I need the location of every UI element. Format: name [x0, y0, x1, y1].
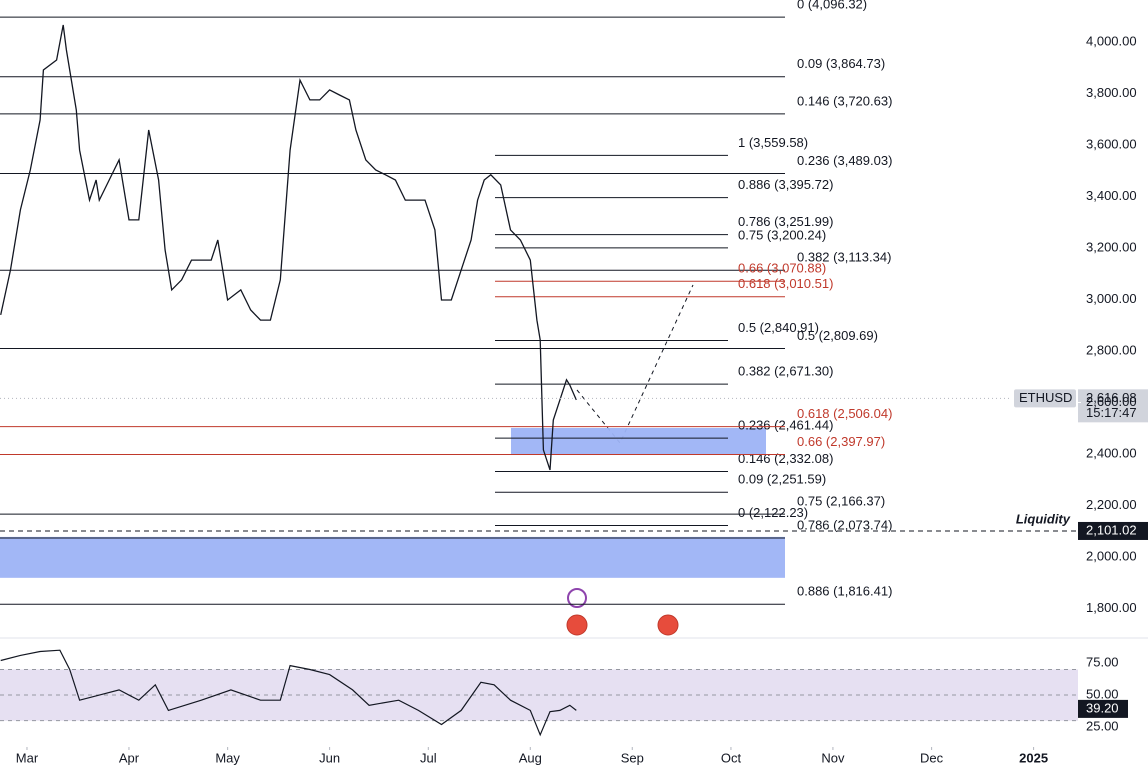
fib-label: 0.146 (2,332.08)	[738, 451, 833, 466]
fib-label: 0.66 (2,397.97)	[797, 434, 885, 449]
projection-path	[576, 284, 694, 444]
x-tick-label: Jun	[319, 750, 340, 765]
fib-label: 1 (3,559.58)	[738, 135, 808, 150]
last-price-tag	[1078, 389, 1148, 423]
fib-label: 0 (2,122.23)	[738, 505, 808, 520]
y-tick-label: 4,000.00	[1086, 33, 1137, 48]
x-tick-label: Sep	[621, 750, 644, 765]
y-tick-label: 3,800.00	[1086, 85, 1137, 100]
x-tick-label: Apr	[119, 750, 140, 765]
countdown-label: 15:17:47	[1086, 405, 1137, 420]
rsi-tick-label: 75.00	[1086, 654, 1119, 669]
x-tick-label: 2025	[1019, 750, 1048, 765]
y-tick-label: 2,800.00	[1086, 342, 1137, 357]
rsi-last-label: 39.20	[1086, 700, 1119, 715]
liquidity-tag	[1078, 521, 1148, 540]
x-tick-label: Nov	[821, 750, 845, 765]
y-tick-label: 2,400.00	[1086, 445, 1137, 460]
fib-label: 0.5 (2,840.91)	[738, 320, 819, 335]
y-tick-label: 3,200.00	[1086, 239, 1137, 254]
fib-label: 0.786 (2,073.74)	[797, 517, 892, 532]
price-line	[0, 24, 577, 471]
last-price-label: 2,616.08	[1086, 390, 1137, 405]
x-tick-label: May	[215, 750, 240, 765]
liquidity-label: Liquidity	[1016, 511, 1071, 526]
event-flag[interactable]	[657, 614, 679, 636]
fib-label: 0.786 (3,251.99)	[738, 214, 833, 229]
x-tick-label: Dec	[920, 750, 944, 765]
fib-label: 0.618 (3,010.51)	[738, 276, 833, 291]
fib-label: 0.236 (2,461.44)	[738, 418, 833, 433]
symbol-tag	[1014, 389, 1076, 408]
y-tick-label: 2,600.00	[1086, 394, 1137, 409]
x-tick-label: Jul	[420, 750, 437, 765]
fib-label: 0.382 (3,113.34)	[797, 250, 891, 265]
y-tick-label: 3,600.00	[1086, 136, 1137, 151]
fib-label: 0.66 (3,070.88)	[738, 261, 826, 276]
event-icon[interactable]	[567, 588, 587, 608]
fib-label: 0 (4,096.32)	[797, 0, 867, 12]
y-tick-label: 3,000.00	[1086, 291, 1137, 306]
fib-label: 0.09 (2,251.59)	[738, 472, 826, 487]
fib-label: 0.382 (2,671.30)	[738, 364, 833, 379]
fib-label: 0.09 (3,864.73)	[797, 56, 885, 71]
rsi-tick-label: 50.00	[1086, 686, 1119, 701]
fib-label: 0.146 (3,720.63)	[797, 93, 892, 108]
x-tick-label: Mar	[16, 750, 39, 765]
liquidity-tag-label: 2,101.02	[1086, 522, 1137, 537]
event-flag[interactable]	[566, 614, 588, 636]
y-tick-label: 2,200.00	[1086, 497, 1137, 512]
zone	[0, 536, 785, 578]
x-tick-label: Aug	[519, 750, 542, 765]
zone	[511, 427, 766, 456]
fib-label: 0.75 (2,166.37)	[797, 494, 885, 509]
fib-label: 0.75 (3,200.24)	[738, 227, 826, 242]
y-tick-label: 1,800.00	[1086, 600, 1137, 615]
fib-label: 0.5 (2,809.69)	[797, 328, 878, 343]
fib-label: 0.886 (1,816.41)	[797, 584, 892, 599]
rsi-line	[0, 649, 577, 737]
y-tick-label: 3,400.00	[1086, 188, 1137, 203]
x-tick-label: Oct	[721, 750, 742, 765]
rsi-tick-label: 25.00	[1086, 719, 1119, 734]
y-tick-label: 2,000.00	[1086, 548, 1137, 563]
fib-label: 0.886 (3,395.72)	[738, 177, 833, 192]
rsi-last-tag	[1078, 699, 1128, 718]
fib-label: 0.236 (3,489.03)	[797, 153, 892, 168]
symbol-label: ETHUSD	[1019, 390, 1072, 405]
fib-label: 0.618 (2,506.04)	[797, 406, 892, 421]
